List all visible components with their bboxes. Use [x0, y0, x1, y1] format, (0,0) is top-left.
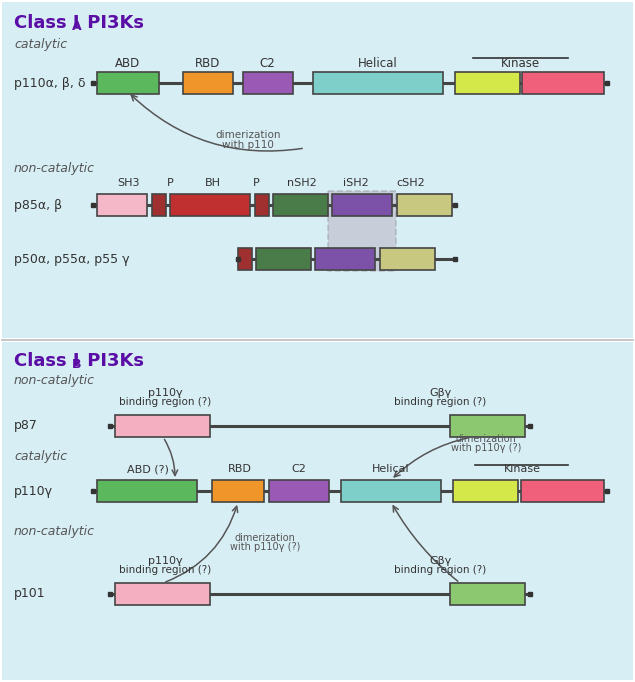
Bar: [2, 342, 633, 680]
Text: with p110γ (?): with p110γ (?): [230, 542, 300, 552]
Text: Gβγ: Gβγ: [429, 388, 451, 398]
Bar: [97, 480, 197, 502]
Text: ABD: ABD: [116, 57, 140, 70]
Bar: [332, 194, 392, 216]
Text: A: A: [72, 20, 82, 33]
Text: p85α, β: p85α, β: [14, 198, 62, 211]
Bar: [522, 72, 604, 94]
Text: Gβγ: Gβγ: [429, 556, 451, 566]
Text: with p110γ (?): with p110γ (?): [451, 443, 521, 453]
Bar: [170, 194, 250, 216]
Text: Helical: Helical: [372, 464, 410, 474]
Text: p50α, p55α, p55 γ: p50α, p55α, p55 γ: [14, 252, 130, 265]
Text: nSH2: nSH2: [287, 178, 317, 188]
Text: ABD (?): ABD (?): [127, 464, 169, 474]
Bar: [115, 415, 210, 437]
Bar: [269, 480, 329, 502]
Bar: [97, 72, 159, 94]
Text: C2: C2: [259, 57, 275, 70]
Text: PI3Ks: PI3Ks: [81, 352, 144, 370]
Text: Helical: Helical: [358, 57, 398, 70]
Text: binding region (?): binding region (?): [394, 397, 486, 407]
Bar: [450, 583, 525, 605]
Bar: [255, 194, 269, 216]
Text: P: P: [166, 178, 173, 188]
Text: non-catalytic: non-catalytic: [14, 525, 95, 538]
Bar: [256, 248, 311, 270]
Bar: [238, 248, 252, 270]
Text: SH3: SH3: [117, 178, 139, 188]
Text: non-catalytic: non-catalytic: [14, 374, 95, 387]
Bar: [243, 72, 293, 94]
Text: Kinase: Kinase: [500, 57, 540, 70]
Text: p110α, β, δ: p110α, β, δ: [14, 76, 86, 89]
Text: catalytic: catalytic: [14, 38, 67, 51]
Bar: [397, 194, 452, 216]
Bar: [328, 191, 396, 271]
Text: P: P: [253, 178, 259, 188]
Text: p101: p101: [14, 587, 46, 600]
Bar: [341, 480, 441, 502]
Bar: [183, 72, 233, 94]
Text: iSH2: iSH2: [343, 178, 369, 188]
Bar: [212, 480, 264, 502]
Text: p110γ: p110γ: [148, 556, 182, 566]
Bar: [450, 415, 525, 437]
Text: dimerization: dimerization: [234, 533, 295, 543]
Text: catalytic: catalytic: [14, 450, 67, 463]
Text: B: B: [72, 358, 81, 371]
Text: RBD: RBD: [228, 464, 252, 474]
Text: p110γ: p110γ: [14, 484, 53, 497]
Text: dimerization: dimerization: [455, 434, 516, 444]
Text: RBD: RBD: [196, 57, 221, 70]
Bar: [152, 194, 166, 216]
Text: dimerization: dimerization: [215, 130, 281, 140]
Text: p87: p87: [14, 419, 38, 432]
Text: binding region (?): binding region (?): [119, 565, 211, 575]
Text: BH: BH: [205, 178, 221, 188]
Text: binding region (?): binding region (?): [119, 397, 211, 407]
Text: Class I: Class I: [14, 14, 79, 32]
Bar: [380, 248, 435, 270]
Text: binding region (?): binding region (?): [394, 565, 486, 575]
Text: p110γ: p110γ: [148, 388, 182, 398]
Bar: [97, 194, 147, 216]
Bar: [273, 194, 328, 216]
Text: cSH2: cSH2: [397, 178, 425, 188]
Bar: [2, 2, 633, 338]
Text: C2: C2: [291, 464, 307, 474]
Bar: [115, 583, 210, 605]
Text: non-catalytic: non-catalytic: [14, 162, 95, 175]
Text: PI3Ks: PI3Ks: [81, 14, 144, 32]
Bar: [521, 480, 604, 502]
Text: Kinase: Kinase: [504, 464, 540, 474]
Text: with p110: with p110: [222, 140, 274, 150]
Bar: [453, 480, 518, 502]
Bar: [455, 72, 520, 94]
Text: Class I: Class I: [14, 352, 79, 370]
Bar: [315, 248, 375, 270]
Bar: [313, 72, 443, 94]
